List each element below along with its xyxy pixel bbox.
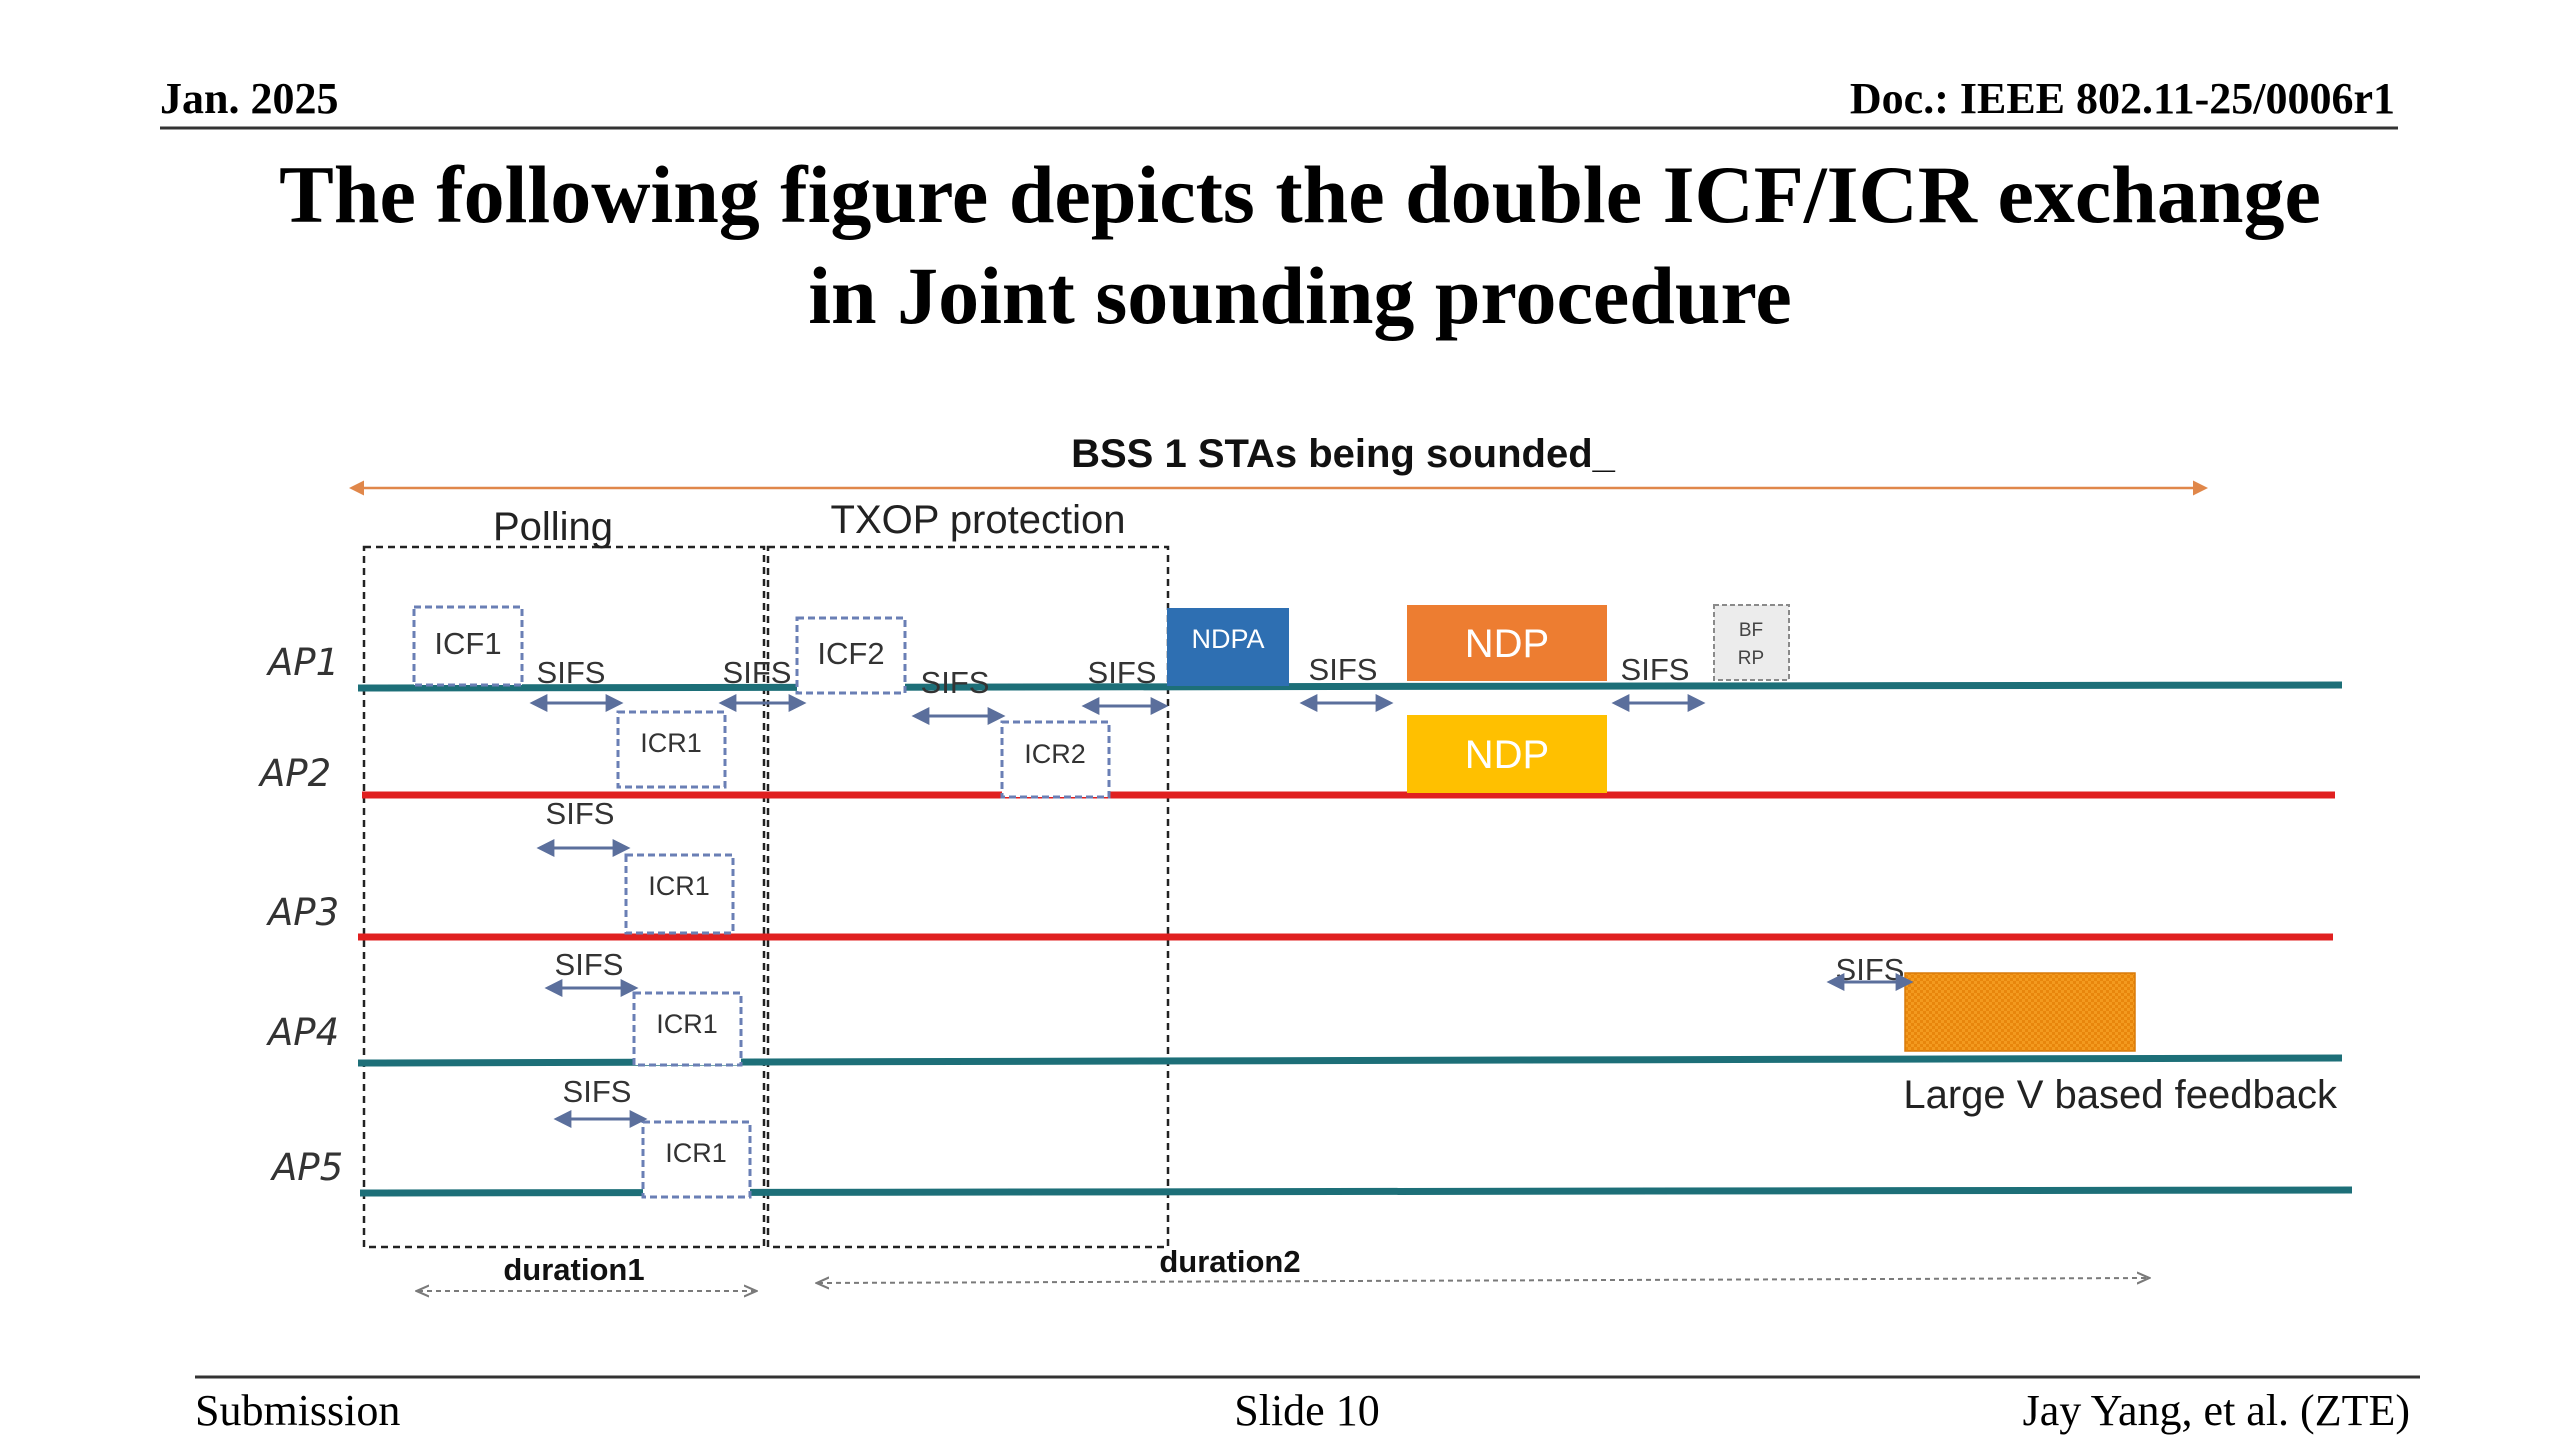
sifs-label-ap4: SIFS <box>563 1074 632 1109</box>
icr1-ap4-frame <box>632 991 743 1067</box>
ap1-label: AP1 <box>266 641 339 684</box>
sifs-group: SIFS SIFS SIFS SIFS SIFS SIFS SIFS SIFS … <box>529 652 1914 1128</box>
sifs-label-ap1-4: SIFS <box>1088 655 1157 690</box>
icr1-ap5-label: ICR1 <box>665 1138 727 1168</box>
ndp-ap2-label: NDP <box>1465 733 1549 777</box>
title-line-1: The following figure depicts the double … <box>279 149 2321 240</box>
icr2-ap2-label: ICR2 <box>1024 739 1086 769</box>
top-label: BSS 1 STAs being sounded_ <box>1071 432 1616 476</box>
sifs-label-ap2: SIFS <box>546 796 615 831</box>
footer-right: Jay Yang, et al. (ZTE) <box>2023 1386 2410 1435</box>
sifs-label-ap1-6: SIFS <box>1621 652 1690 687</box>
icf2-frame <box>795 616 907 695</box>
ndpa-frame <box>1167 608 1289 686</box>
polling-label: Polling <box>493 505 613 549</box>
icr1-ap2-label: ICR1 <box>640 728 702 758</box>
icr1-ap3-frame <box>624 853 735 935</box>
header-date: Jan. 2025 <box>160 74 338 123</box>
duration2-label: duration2 <box>1159 1244 1300 1279</box>
icr1-ap4-label: ICR1 <box>656 1009 718 1039</box>
txop-label: TXOP protection <box>831 498 1126 542</box>
feedback-frame <box>1904 972 2136 1052</box>
icr2-ap2-frame <box>1000 720 1111 799</box>
ndp-ap2-frame <box>1407 715 1607 793</box>
footer-center: Slide 10 <box>1234 1386 1379 1435</box>
ndp-ap1-label: NDP <box>1465 622 1549 666</box>
icr1-ap3-label: ICR1 <box>648 871 710 901</box>
sifs-label-ap1-5: SIFS <box>1309 652 1378 687</box>
polling-box <box>362 545 766 1249</box>
ndp-ap1-frame <box>1407 605 1607 681</box>
icr1-ap2-frame <box>616 710 727 789</box>
icf1-label: ICF1 <box>434 626 501 661</box>
ap2-label: AP2 <box>258 752 331 795</box>
bfrp-label-line2: RP <box>1738 648 1764 669</box>
header-doc: Doc.: IEEE 802.11-25/0006r1 <box>1850 74 2395 123</box>
bfrp-label-line1: BF <box>1739 620 1763 641</box>
feedback-label: Large V based feedback <box>1903 1073 2338 1117</box>
ap4-label: AP4 <box>266 1011 339 1054</box>
duration2-arrow <box>818 1278 2148 1283</box>
icr1-ap5-frame <box>641 1120 752 1199</box>
sifs-label-ap1-2: SIFS <box>723 655 792 690</box>
footer-left: Submission <box>195 1386 400 1435</box>
sounding-diagram: BSS 1 STAs being sounded_ Polling TXOP p… <box>258 432 2353 1291</box>
title-line-2: in Joint sounding procedure <box>808 250 1792 341</box>
ndpa-label: NDPA <box>1191 624 1264 654</box>
ap3-label: AP3 <box>266 891 339 934</box>
icf2-label: ICF2 <box>817 636 884 671</box>
sifs-label-ap3: SIFS <box>555 947 624 982</box>
ap1-timeline <box>357 681 2343 692</box>
duration1-label: duration1 <box>503 1252 644 1287</box>
bfrp-frame <box>1713 604 1790 681</box>
ap5-label: AP5 <box>270 1146 343 1189</box>
sifs-label-ap1-3: SIFS <box>921 665 990 700</box>
txop-box <box>766 545 1170 1249</box>
sifs-label-ap1-1: SIFS <box>537 655 606 690</box>
icf1-frame <box>412 605 524 687</box>
